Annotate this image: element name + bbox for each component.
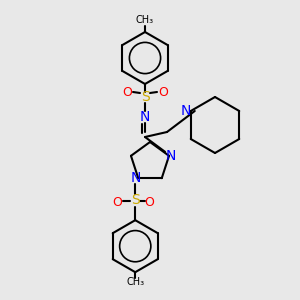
Text: O: O — [112, 196, 122, 209]
Text: CH₃: CH₃ — [136, 15, 154, 25]
Text: O: O — [122, 85, 132, 98]
Text: S: S — [131, 193, 140, 207]
Text: O: O — [144, 196, 154, 209]
Text: N: N — [131, 171, 141, 185]
Text: N: N — [181, 104, 191, 118]
Text: CH₃: CH₃ — [126, 277, 144, 287]
Text: O: O — [158, 85, 168, 98]
Text: N: N — [166, 149, 176, 163]
Text: S: S — [141, 90, 149, 104]
Text: N: N — [140, 110, 150, 124]
